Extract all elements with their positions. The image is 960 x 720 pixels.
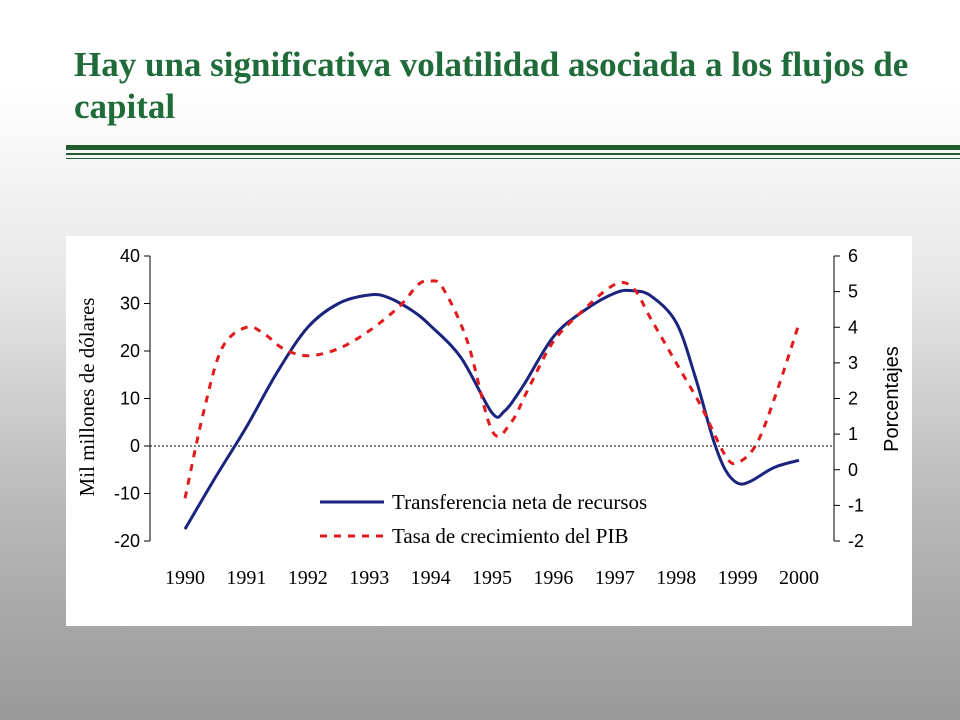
y-right-tick-label: 0	[848, 460, 858, 480]
x-tick-label: 1997	[595, 567, 635, 589]
legend: Transferencia neta de recursos Tasa de c…	[320, 490, 647, 548]
chart-panel: 40 30 20 10 0 -10 -20 6 5 4 3 2 1 0 -1 -2 1990 1991 1992 19…	[66, 236, 912, 626]
y-right-tick-label: 4	[848, 317, 858, 337]
slide-title: Hay una significativa volatilidad asocia…	[74, 45, 909, 126]
x-tick-label: 1999	[718, 567, 758, 589]
x-tick-label: 1994	[411, 567, 451, 589]
y-axis-left-title: Mil millones de dólares	[75, 298, 99, 497]
x-tick-label: 1995	[472, 567, 512, 589]
y-left-tick-label: 40	[120, 246, 140, 266]
series-line-transferencia	[183, 288, 800, 530]
y-left-tick-label: 30	[120, 294, 140, 314]
y-left-tick-label: 10	[120, 389, 140, 409]
y-right-tick-label: 5	[848, 282, 858, 302]
title-rule-medium	[66, 153, 960, 155]
y-right-tick-label: -2	[848, 531, 864, 551]
legend-label-transferencia: Transferencia neta de recursos	[392, 490, 647, 514]
series-line-pib	[183, 279, 801, 499]
y-right-tick-label: 6	[848, 246, 858, 266]
x-tick-label: 1990	[165, 567, 205, 589]
y-left-tick-label: 0	[130, 436, 140, 456]
y-right-tick-label: 1	[848, 424, 858, 444]
title-rule-thin	[66, 158, 960, 159]
y-axis-right-title: Porcentajes	[881, 346, 903, 452]
legend-label-pib: Tasa de crecimiento del PIB	[392, 524, 628, 548]
series-layer	[183, 279, 801, 530]
y-right-tick-label: -1	[848, 495, 864, 515]
x-tick-label: 1998	[656, 567, 696, 589]
y-right-tick-label: 2	[848, 389, 858, 409]
x-tick-label: 1991	[226, 567, 266, 589]
x-tick-label: 1996	[533, 567, 573, 589]
y-left-tick-label: -20	[114, 531, 140, 551]
x-tick-label: 1992	[288, 567, 328, 589]
title-rule-thick	[66, 145, 960, 150]
x-tick-label: 2000	[779, 567, 819, 589]
x-tick-label: 1993	[349, 567, 389, 589]
y-right-tick-label: 3	[848, 353, 858, 373]
y-left-tick-label: 20	[120, 341, 140, 361]
y-left-tick-label: -10	[114, 484, 140, 504]
